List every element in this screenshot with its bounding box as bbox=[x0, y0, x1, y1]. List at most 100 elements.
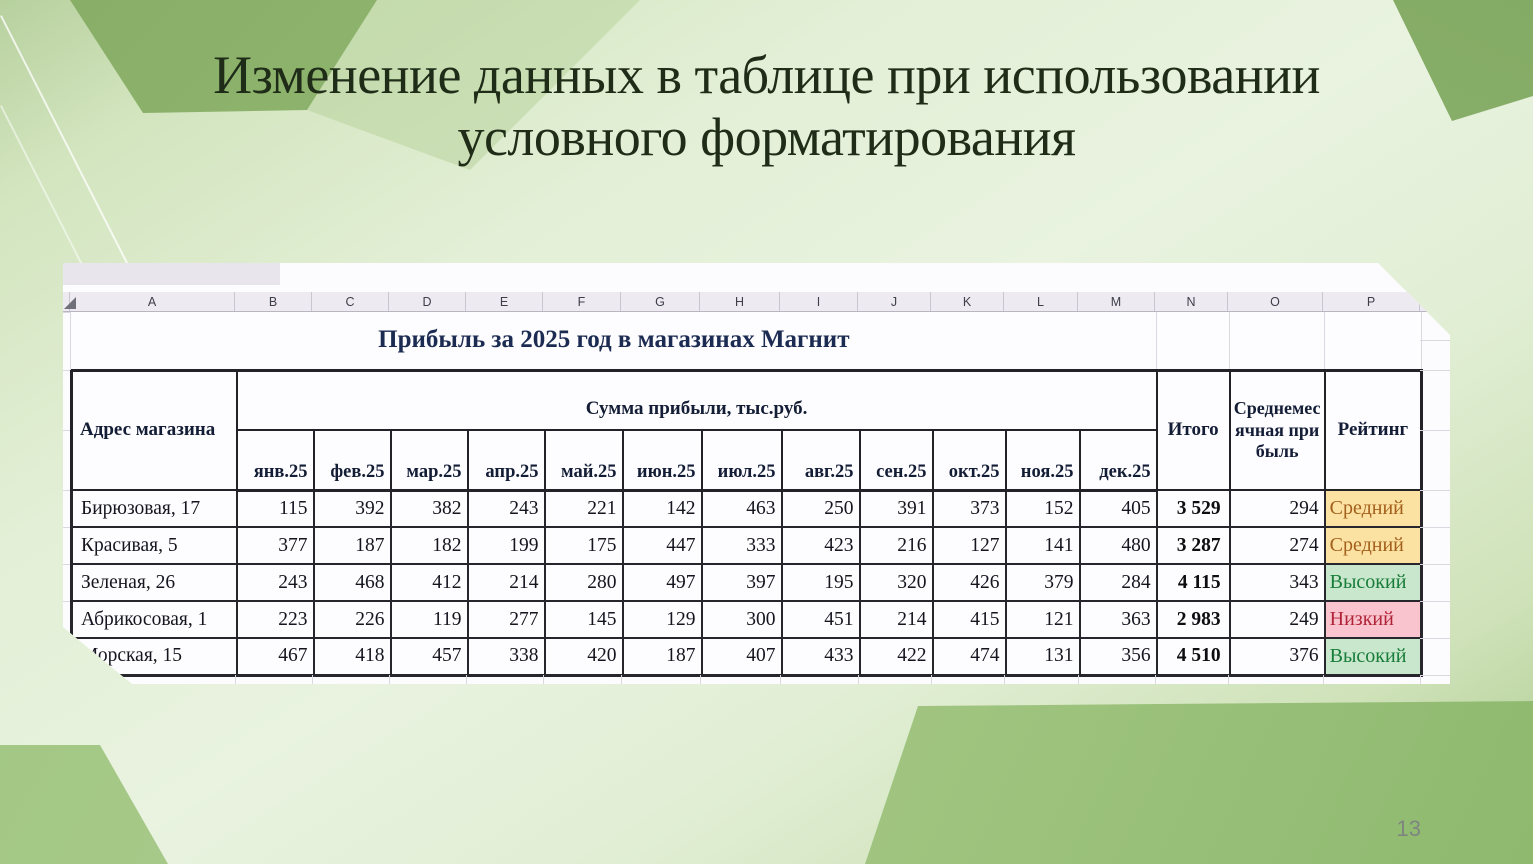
gridline bbox=[1155, 675, 1156, 684]
month-value-cell: 333 bbox=[700, 526, 783, 565]
gridline bbox=[63, 490, 70, 491]
month-value-cell: 405 bbox=[1078, 489, 1158, 528]
total-cell: 2 983 bbox=[1155, 600, 1231, 639]
month-value-cell: 214 bbox=[858, 600, 934, 639]
column-letter-K: K bbox=[931, 292, 1004, 311]
column-letter-G: G bbox=[621, 292, 700, 311]
average-cell: 343 bbox=[1228, 563, 1326, 602]
average-cell: 376 bbox=[1228, 637, 1326, 677]
slide-title: Изменение данных в таблице при использов… bbox=[0, 44, 1533, 168]
gridline bbox=[63, 601, 70, 602]
month-value-cell: 363 bbox=[1078, 600, 1158, 639]
gridline bbox=[931, 675, 932, 684]
column-letter-J: J bbox=[858, 292, 931, 311]
month-value-cell: 182 bbox=[389, 526, 469, 565]
column-letter-D: D bbox=[389, 292, 466, 311]
column-letter-I: I bbox=[780, 292, 858, 311]
month-value-cell: 131 bbox=[1004, 637, 1081, 677]
header-row-1: Адрес магазина Сумма прибыли, тыс.руб. И… bbox=[70, 368, 1424, 491]
header-month: мар.25 bbox=[389, 429, 469, 492]
month-value-cell: 187 bbox=[312, 526, 392, 565]
rating-badge-cell: Высокий bbox=[1323, 563, 1424, 602]
column-letter-L: L bbox=[1004, 292, 1078, 311]
month-value-cell: 277 bbox=[466, 600, 546, 639]
gridline bbox=[1228, 675, 1229, 684]
table-row: Бирюзовая, 17 115 392 382 243 221 142 463 250 391… bbox=[70, 489, 1424, 528]
empty-cell bbox=[1229, 312, 1325, 370]
month-value-cell: 373 bbox=[931, 489, 1007, 528]
gridline bbox=[312, 675, 313, 684]
gridline bbox=[1420, 638, 1450, 639]
gridline bbox=[1420, 370, 1450, 371]
month-value-cell: 223 bbox=[235, 600, 315, 639]
month-value-cell: 187 bbox=[621, 637, 703, 677]
header-month: янв.25 bbox=[235, 429, 315, 492]
rating-badge-cell: Средний bbox=[1323, 526, 1424, 565]
table-row: Красивая, 5 377 187 182 199 175 447 333 423 216 12… bbox=[70, 526, 1424, 565]
gridline bbox=[858, 675, 859, 684]
gridline bbox=[1420, 564, 1450, 565]
gridline bbox=[1420, 527, 1450, 528]
column-letter-A: A bbox=[70, 292, 235, 311]
gridline bbox=[466, 675, 467, 684]
slide-title-line2: условного форматирования bbox=[457, 107, 1076, 168]
header-month: сен.25 bbox=[858, 429, 934, 492]
month-value-cell: 300 bbox=[700, 600, 783, 639]
gridline bbox=[1420, 601, 1450, 602]
profit-table: Прибыль за 2025 год в магазинах Магнит А… bbox=[70, 312, 1424, 677]
gridline bbox=[780, 675, 781, 684]
header-rating: Рейтинг bbox=[1323, 368, 1424, 491]
month-value-cell: 377 bbox=[235, 526, 315, 565]
slide-title-line1: Изменение данных в таблице при использов… bbox=[213, 45, 1320, 105]
month-value-cell: 467 bbox=[235, 637, 315, 677]
average-cell: 274 bbox=[1228, 526, 1326, 565]
month-value-cell: 474 bbox=[931, 637, 1007, 677]
month-value-cell: 175 bbox=[543, 526, 624, 565]
rating-badge-cell: Высокий bbox=[1323, 637, 1424, 677]
month-value-cell: 423 bbox=[780, 526, 861, 565]
table-row: Морская, 15 467 418 457 338 420 187 407 433 422 47… bbox=[70, 637, 1424, 677]
gridline bbox=[621, 675, 622, 684]
gridline bbox=[1004, 675, 1005, 684]
total-cell: 3 287 bbox=[1155, 526, 1231, 565]
column-letter-O: O bbox=[1228, 292, 1323, 311]
table-row: Зеленая, 26 243 468 412 214 280 497 397 195 320 42… bbox=[70, 563, 1424, 602]
month-value-cell: 382 bbox=[389, 489, 469, 528]
month-value-cell: 407 bbox=[700, 637, 783, 677]
month-value-cell: 379 bbox=[1004, 563, 1081, 602]
header-month: апр.25 bbox=[466, 429, 546, 492]
month-value-cell: 426 bbox=[931, 563, 1007, 602]
month-value-cell: 145 bbox=[543, 600, 624, 639]
empty-cell bbox=[1156, 312, 1230, 370]
month-value-cell: 447 bbox=[621, 526, 703, 565]
header-month: июл.25 bbox=[700, 429, 783, 492]
column-letter-H: H bbox=[700, 292, 780, 311]
month-value-cell: 391 bbox=[858, 489, 934, 528]
column-letter-B: B bbox=[235, 292, 312, 311]
gridline bbox=[1420, 490, 1450, 491]
month-value-cell: 199 bbox=[466, 526, 546, 565]
header-month: фев.25 bbox=[312, 429, 392, 492]
header-average: Среднемесячная прибыль bbox=[1228, 368, 1326, 491]
table-title: Прибыль за 2025 год в магазинах Магнит bbox=[71, 312, 1157, 370]
gridline bbox=[1420, 675, 1450, 676]
month-value-cell: 433 bbox=[780, 637, 861, 677]
total-cell: 4 510 bbox=[1155, 637, 1231, 677]
header-month: авг.25 bbox=[780, 429, 861, 492]
month-value-cell: 420 bbox=[543, 637, 624, 677]
gridline bbox=[235, 675, 236, 684]
month-value-cell: 463 bbox=[700, 489, 783, 528]
month-value-cell: 497 bbox=[621, 563, 703, 602]
month-value-cell: 480 bbox=[1078, 526, 1158, 565]
header-address: Адрес магазина bbox=[70, 368, 238, 491]
total-cell: 3 529 bbox=[1155, 489, 1231, 528]
month-value-cell: 195 bbox=[780, 563, 861, 602]
store-name-cell: Зеленая, 26 bbox=[70, 563, 238, 602]
column-letter-E: E bbox=[466, 292, 543, 311]
empty-cell bbox=[1324, 312, 1423, 370]
page-number: 13 bbox=[1396, 816, 1421, 841]
month-value-cell: 216 bbox=[858, 526, 934, 565]
month-value-cell: 119 bbox=[389, 600, 469, 639]
month-value-cell: 221 bbox=[543, 489, 624, 528]
